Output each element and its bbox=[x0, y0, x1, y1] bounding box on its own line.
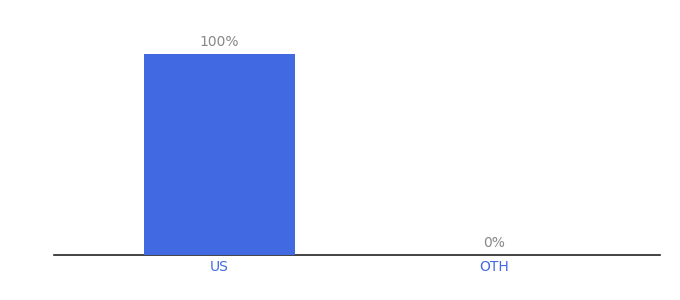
Text: 100%: 100% bbox=[200, 35, 239, 49]
Text: 0%: 0% bbox=[483, 236, 505, 250]
Bar bbox=[143, 54, 295, 255]
